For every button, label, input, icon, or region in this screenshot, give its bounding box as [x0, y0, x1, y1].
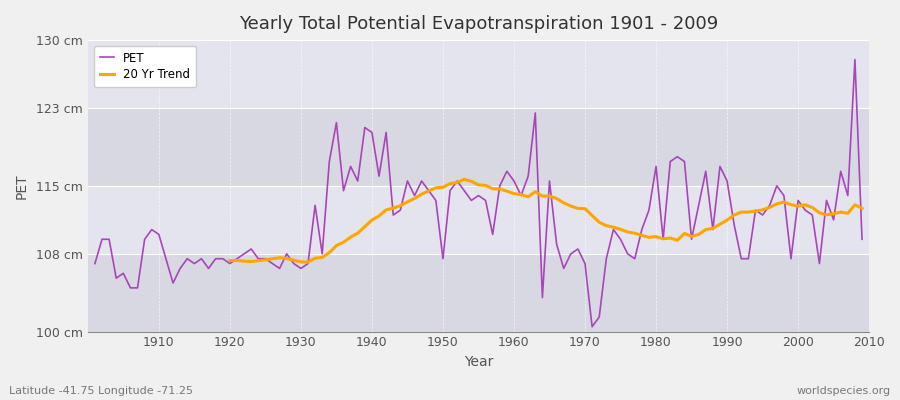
20 Yr Trend: [857, 206, 868, 211]
PET: [346, 164, 356, 169]
PET: [147, 227, 158, 232]
20 Yr Trend: [224, 258, 235, 263]
PET: [508, 178, 519, 183]
20 Yr Trend: [764, 205, 775, 210]
20 Yr Trend: [778, 200, 789, 204]
20 Yr Trend: [842, 211, 853, 216]
Line: 20 Yr Trend: 20 Yr Trend: [230, 179, 862, 262]
PET: [501, 169, 512, 174]
PET: [850, 57, 860, 62]
PET: [302, 261, 313, 266]
Bar: [88, 40, 869, 108]
Bar: [88, 108, 869, 186]
PET: [601, 256, 612, 261]
Bar: [88, 254, 869, 332]
20 Yr Trend: [423, 188, 434, 193]
X-axis label: Year: Year: [464, 355, 493, 369]
20 Yr Trend: [302, 260, 313, 264]
Text: Latitude -41.75 Longitude -71.25: Latitude -41.75 Longitude -71.25: [9, 386, 193, 396]
PET: [587, 324, 598, 329]
Text: worldspecies.org: worldspecies.org: [796, 386, 891, 396]
20 Yr Trend: [317, 255, 328, 260]
Legend: PET, 20 Yr Trend: PET, 20 Yr Trend: [94, 46, 196, 87]
Bar: [88, 186, 869, 254]
Y-axis label: PET: PET: [15, 173, 29, 199]
PET: [89, 261, 100, 266]
PET: [857, 237, 868, 242]
Line: PET: PET: [94, 60, 862, 327]
20 Yr Trend: [459, 177, 470, 182]
Title: Yearly Total Potential Evapotranspiration 1901 - 2009: Yearly Total Potential Evapotranspiratio…: [238, 15, 718, 33]
20 Yr Trend: [679, 231, 689, 236]
